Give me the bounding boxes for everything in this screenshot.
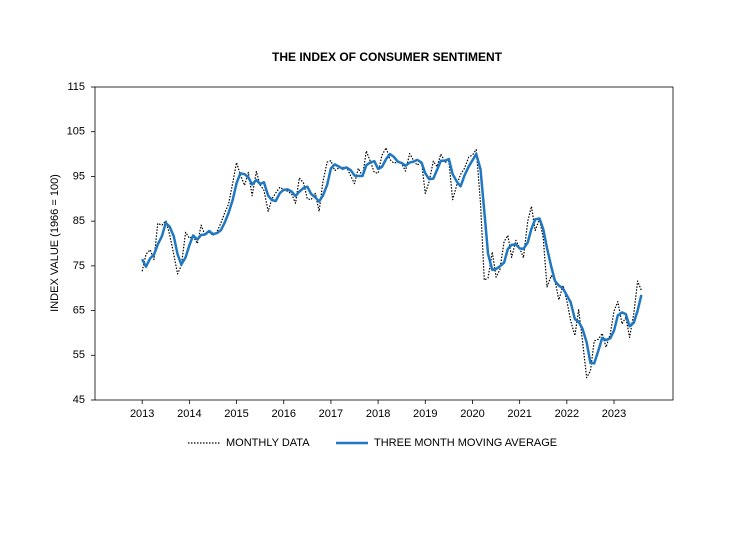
average-line xyxy=(141,152,643,365)
legend-label: THREE MONTH MOVING AVERAGE xyxy=(374,437,557,449)
x-tick-label: 2021 xyxy=(507,408,531,420)
monthly-line xyxy=(141,147,642,379)
y-tick-label: 55 xyxy=(73,349,85,361)
x-tick-label: 2022 xyxy=(555,408,579,420)
chart-title: THE INDEX OF CONSUMER SENTIMENT xyxy=(272,50,503,64)
x-tick-label: 2023 xyxy=(602,408,626,420)
y-tick-label: 65 xyxy=(73,304,85,316)
legend-label: MONTHLY DATA xyxy=(226,437,310,449)
y-tick-label: 105 xyxy=(67,126,85,138)
y-axis-label: INDEX VALUE (1966 = 100) xyxy=(49,174,61,312)
x-tick-label: 2013 xyxy=(130,408,154,420)
x-tick-label: 2016 xyxy=(271,408,295,420)
y-tick-label: 45 xyxy=(73,394,85,406)
y-tick-label: 75 xyxy=(73,260,85,272)
plot-frame xyxy=(94,86,674,401)
y-tick-label: 85 xyxy=(73,215,85,227)
y-tick-label: 95 xyxy=(73,170,85,182)
x-tick-label: 2014 xyxy=(177,408,201,420)
x-tick-label: 2017 xyxy=(319,408,343,420)
x-tick-label: 2015 xyxy=(224,408,248,420)
x-tick-label: 2018 xyxy=(366,408,390,420)
x-tick-label: 2019 xyxy=(413,408,437,420)
y-tick-label: 115 xyxy=(67,81,85,93)
x-tick-label: 2020 xyxy=(460,408,484,420)
